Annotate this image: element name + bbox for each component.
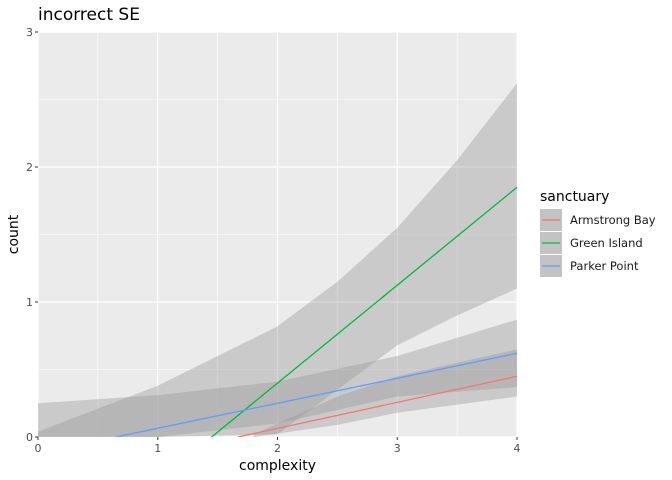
legend-label: Armstrong Bay: [570, 213, 656, 227]
legend-key-parker-point: [540, 255, 562, 277]
y-tick-label: 3: [26, 26, 33, 39]
y-tick-label: 0: [26, 431, 33, 444]
legend-key-armstrong-bay: [540, 209, 562, 231]
legend: sanctuary Armstrong Bay Green Island Parke…: [540, 189, 656, 277]
legend-label: Green Island: [570, 236, 643, 250]
line-parker-point: [115, 352, 517, 437]
y-tick-label: 1: [26, 296, 33, 309]
ribbon-armstrong-bay: [253, 349, 517, 437]
line-armstrong-bay: [237, 375, 517, 437]
x-axis-title: complexity: [239, 458, 316, 474]
y-axis-title: count: [6, 214, 22, 254]
x-tick-label: 3: [394, 442, 401, 455]
line-green-island: [211, 186, 517, 437]
major-grid: [37, 31, 518, 438]
legend-title: sanctuary: [540, 189, 609, 205]
x-axis: 0 1 2 3 4: [35, 437, 521, 455]
x-tick-label: 1: [154, 442, 161, 455]
y-tick-label: 2: [26, 161, 33, 174]
confidence-ribbons: [38, 83, 517, 437]
legend-label: Parker Point: [570, 259, 639, 273]
ribbon-green-island: [38, 83, 517, 437]
y-axis: 0 1 2 3: [26, 26, 38, 444]
ribbon-parker-point: [38, 319, 517, 437]
legend-key-green-island: [540, 232, 562, 254]
chart-title: incorrect SE: [38, 5, 140, 25]
series-lines: [115, 186, 517, 437]
x-tick-label: 0: [35, 442, 42, 455]
x-tick-label: 2: [274, 442, 281, 455]
x-tick-label: 4: [514, 442, 521, 455]
